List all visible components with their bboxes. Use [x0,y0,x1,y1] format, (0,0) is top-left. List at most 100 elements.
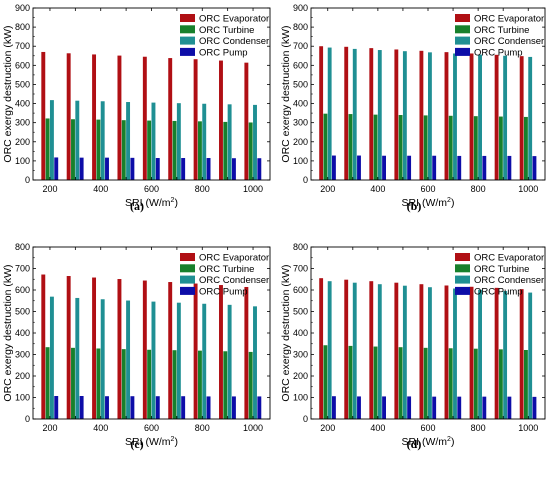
bar [202,103,207,180]
y-axis-title: ORC exergy destruction (kW) [280,264,292,401]
bar [423,115,428,180]
bar [444,285,449,419]
bar [197,121,202,180]
x-tick-label: 800 [471,184,486,194]
y-tick-label: 200 [15,371,30,381]
bar [327,47,332,181]
x-axis-title-sup: 2 [447,197,451,204]
bar [181,396,186,419]
bar [394,49,399,180]
legend-label: ORC Pump [474,286,523,297]
legend-swatch [455,286,470,295]
bar [402,51,407,180]
y-tick-label: 700 [15,41,30,51]
bar [121,349,126,420]
x-tick-label: 1000 [243,423,263,433]
bar [121,120,126,180]
bar [407,396,412,419]
bar [147,120,152,180]
bar [457,396,462,419]
bar [494,287,499,419]
bar [96,119,101,180]
bar [248,122,253,180]
bar [357,155,361,180]
bar [352,48,357,181]
legend-label: ORC Turbine [474,25,529,36]
y-tick-label: 100 [15,156,30,166]
bar [168,282,173,419]
y-tick-label: 500 [293,307,308,317]
bar [231,396,236,419]
bar [248,351,253,419]
bar [352,282,357,419]
bar [45,347,50,419]
bar [528,292,533,419]
bar [423,347,428,419]
legend-label: ORC Pump [199,47,248,58]
y-tick-label: 800 [15,242,30,252]
bar [105,396,109,419]
x-tick-label: 200 [42,423,57,433]
bar [54,396,59,419]
y-tick-label: 200 [293,137,308,147]
bar [453,288,457,419]
y-tick-label: 200 [293,371,308,381]
panel-label: (b) [407,199,422,213]
bar [382,155,386,180]
bar [327,281,332,419]
y-tick-label: 700 [15,264,30,274]
bar [126,300,131,419]
bar [457,155,462,180]
bar [151,301,156,419]
y-tick-label: 300 [293,118,308,128]
bar [357,396,361,419]
x-axis-title-sup: 2 [171,197,175,204]
bar [75,297,80,419]
legend-label: ORC Pump [199,286,248,297]
x-axis-title: SRI (W/m2) [402,197,455,209]
legend-swatch [455,275,470,284]
x-tick-label: 800 [195,423,210,433]
legend-swatch [180,14,195,22]
x-tick-label: 1000 [518,423,538,433]
bar [142,280,147,419]
bar [227,104,232,180]
bar [428,52,432,181]
y-tick-label: 100 [15,393,30,403]
bar [219,60,223,181]
bar [448,115,453,180]
bar [206,396,211,419]
x-axis-title-main: SRI (W/m [125,197,171,209]
y-tick-label: 400 [15,99,30,109]
bar [373,346,378,419]
y-tick-label: 700 [293,264,308,274]
bar [432,155,437,180]
bar [377,50,382,180]
bar [453,53,457,181]
chart-panel-1: 0 100 200 300 400 500 600 700 800 900 200 400 600 800… [280,3,546,213]
bar [519,56,524,180]
bar [503,55,508,180]
bar [155,396,160,419]
bar [494,54,499,180]
bar [71,119,75,180]
bar [117,55,122,181]
y-tick-label: 900 [15,3,30,13]
y-tick-label: 800 [293,242,308,252]
bar [402,285,407,419]
x-axis-title-tail: ) [174,436,178,448]
bar [382,396,386,419]
bar [100,299,105,419]
bar [478,289,482,419]
y-tick-label: 500 [293,79,308,89]
legend-swatch [180,264,195,273]
bar [54,157,59,180]
y-tick-label: 600 [293,60,308,70]
x-tick-label: 400 [93,423,108,433]
y-tick-label: 400 [15,328,30,338]
legend-label: ORC Condenser [199,275,269,286]
bar [105,157,109,180]
panel-label: (a) [130,199,144,213]
bar [398,115,403,180]
